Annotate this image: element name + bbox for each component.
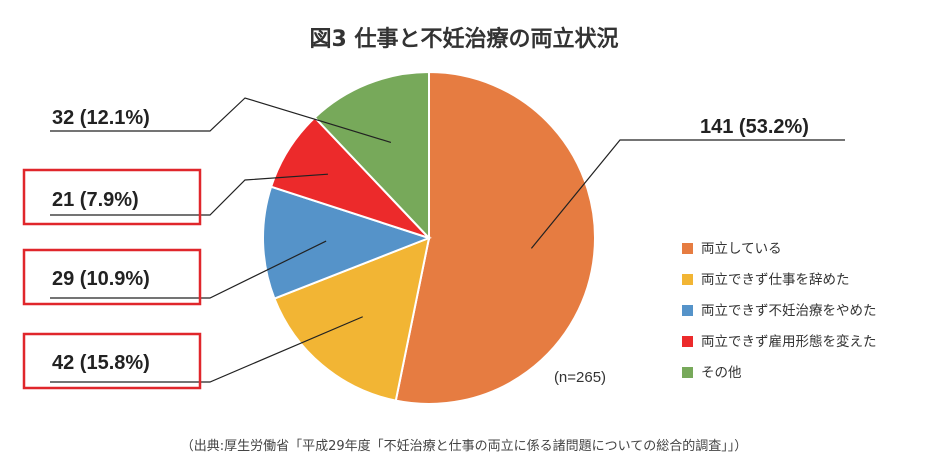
callout-leader-line xyxy=(530,139,845,249)
pie-slice xyxy=(262,185,432,300)
callout-leader-line xyxy=(50,316,363,383)
callouts: 141 (53.2%) 42 (15.8%) 29 (10.9%) 21 (7.9%)… xyxy=(22,97,845,390)
pie-slice xyxy=(394,70,596,405)
pie-slices xyxy=(262,70,596,405)
pie-slice xyxy=(273,236,431,402)
highlight-box xyxy=(22,248,202,306)
callout-leader-line xyxy=(50,97,392,143)
data-label: 32 (12.1%) xyxy=(52,107,150,129)
legend-label: 両立できず仕事を辞めた xyxy=(701,272,850,288)
legend-label: 両立できず不妊治療をやめた xyxy=(701,302,877,319)
callout-leader-line xyxy=(50,240,327,299)
pie-slice xyxy=(313,70,430,241)
data-label: 29 (10.9%) xyxy=(52,268,150,290)
data-label: 21 (7.9%) xyxy=(52,189,139,211)
legend: 両立している両立できず仕事を辞めた両立できず不妊治療をやめた両立できず雇用形態を… xyxy=(682,241,877,381)
legend-swatch xyxy=(682,367,693,378)
legend-swatch xyxy=(682,274,693,285)
data-label: 42 (15.8%) xyxy=(52,352,150,374)
legend-swatch xyxy=(682,305,693,316)
legend-swatch xyxy=(682,336,693,347)
highlight-box xyxy=(22,332,202,390)
callout-leader-line xyxy=(50,173,328,216)
legend-label: 両立している xyxy=(701,241,782,257)
highlight-box xyxy=(22,168,202,226)
data-label: 141 (53.2%) xyxy=(700,116,809,138)
sample-size-note: (n=265) xyxy=(554,369,606,386)
source-note: （出典:厚生労働省「平成29年度「不妊治療と仕事の両立に係る諸問題についての総合… xyxy=(181,438,748,454)
legend-swatch xyxy=(682,243,693,254)
legend-label: その他 xyxy=(701,365,742,381)
legend-label: 両立できず雇用形態を変えた xyxy=(701,333,877,350)
chart-title: 図3 仕事と不妊治療の両立状況 xyxy=(310,26,619,52)
